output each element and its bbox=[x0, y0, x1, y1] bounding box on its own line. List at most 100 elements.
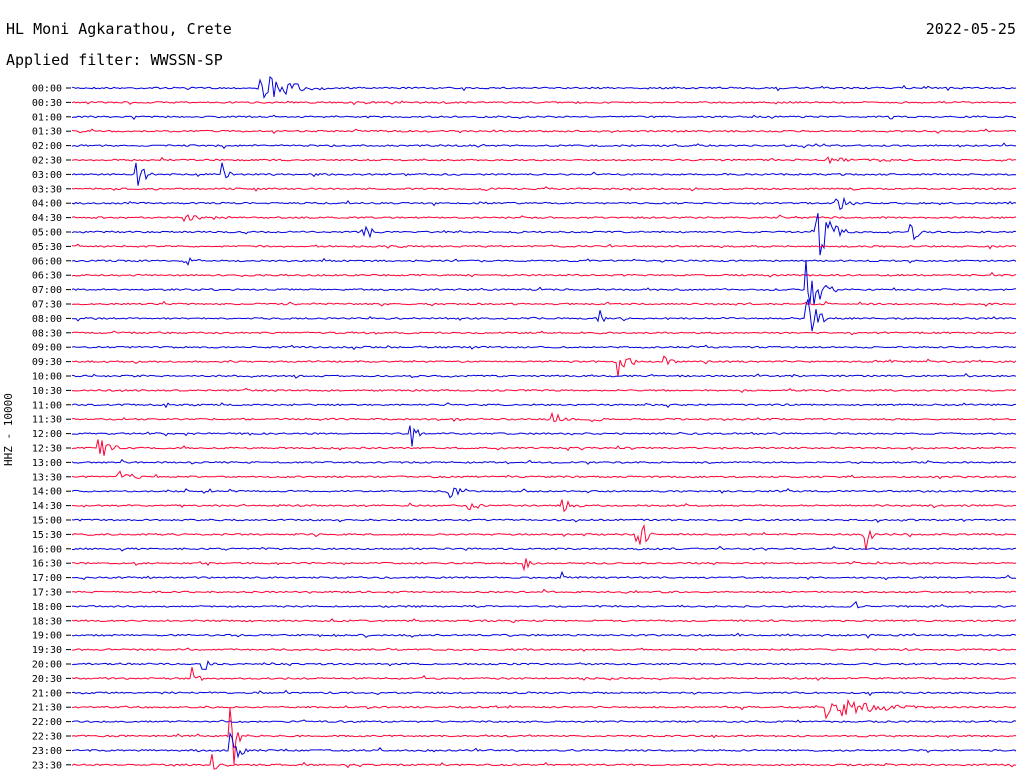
tick-label: 15:00 bbox=[32, 516, 62, 527]
tick-label: 23:30 bbox=[32, 760, 62, 771]
trace-line bbox=[71, 411, 1017, 423]
trace-line bbox=[71, 330, 1017, 336]
tick-label: 16:30 bbox=[32, 559, 62, 570]
date-label: 2022-05-25 bbox=[925, 20, 1016, 38]
trace-line bbox=[71, 523, 1017, 550]
trace-line bbox=[71, 142, 1017, 150]
tick-label: 14:30 bbox=[32, 501, 62, 512]
tick-label: 00:00 bbox=[32, 84, 62, 95]
tick-label: 01:30 bbox=[32, 127, 62, 138]
tick-label: 16:00 bbox=[32, 544, 62, 555]
trace-line bbox=[71, 243, 1017, 250]
tick-label: 01:00 bbox=[32, 112, 62, 123]
tick-label: 07:30 bbox=[32, 300, 62, 311]
tick-label: 20:00 bbox=[32, 660, 62, 671]
trace-line bbox=[71, 545, 1017, 552]
tick-label: 13:30 bbox=[32, 472, 62, 483]
tick-label: 06:30 bbox=[32, 271, 62, 282]
tick-label: 09:30 bbox=[32, 357, 62, 368]
tick-label: 04:00 bbox=[32, 199, 62, 210]
trace-line bbox=[71, 259, 1016, 305]
trace-line bbox=[71, 439, 1017, 456]
trace-line bbox=[71, 487, 1017, 499]
trace-line bbox=[71, 186, 1017, 192]
tick-label: 22:30 bbox=[32, 732, 62, 743]
tick-label: 00:30 bbox=[32, 98, 62, 109]
tick-label: 05:00 bbox=[32, 228, 62, 239]
trace-line bbox=[71, 731, 1017, 759]
trace-line bbox=[71, 299, 1017, 332]
tick-label: 13:00 bbox=[32, 458, 62, 469]
tick-label: 17:00 bbox=[32, 573, 62, 584]
trace-line bbox=[71, 632, 1017, 639]
trace-line bbox=[71, 470, 1017, 480]
trace-line bbox=[71, 600, 1017, 609]
tick-label: 03:30 bbox=[32, 184, 62, 195]
tick-label: 02:00 bbox=[32, 141, 62, 152]
trace-line bbox=[71, 588, 1017, 595]
tick-label: 07:00 bbox=[32, 285, 62, 296]
trace-line bbox=[71, 570, 1017, 581]
trace-line bbox=[71, 647, 1017, 652]
trace-line bbox=[71, 355, 1017, 377]
tick-label: 18:00 bbox=[32, 602, 62, 613]
trace-line bbox=[71, 689, 1017, 697]
trace-line bbox=[71, 667, 1016, 682]
trace-line bbox=[71, 344, 1017, 351]
tick-label: 02:30 bbox=[32, 156, 62, 167]
trace-line bbox=[71, 719, 1017, 724]
trace-line bbox=[71, 698, 1017, 720]
tick-label: 04:30 bbox=[32, 213, 62, 224]
tick-label: 23:00 bbox=[32, 746, 62, 757]
trace-line bbox=[71, 114, 1016, 121]
tick-label: 22:00 bbox=[32, 717, 62, 728]
tick-label: 15:30 bbox=[32, 530, 62, 541]
trace-line bbox=[71, 162, 1017, 186]
trace-line bbox=[71, 76, 1017, 100]
tick-label: 21:30 bbox=[32, 703, 62, 714]
trace-line bbox=[71, 387, 1017, 393]
tick-label: 11:30 bbox=[32, 415, 62, 426]
tick-label: 12:30 bbox=[32, 444, 62, 455]
tick-label: 14:00 bbox=[32, 487, 62, 498]
station-title: HL Moni Agkarathou, Crete bbox=[6, 20, 232, 38]
tick-label: 11:00 bbox=[32, 400, 62, 411]
trace-line bbox=[71, 458, 1017, 465]
tick-label: 09:00 bbox=[32, 343, 62, 354]
trace-line bbox=[71, 708, 1017, 765]
trace-line bbox=[71, 660, 1017, 670]
trace-line bbox=[71, 518, 1017, 523]
trace-line bbox=[71, 754, 1017, 770]
trace-line bbox=[71, 300, 1017, 307]
trace-line bbox=[71, 618, 1017, 624]
trace-line bbox=[71, 271, 1017, 278]
trace-line bbox=[71, 256, 1017, 266]
tick-label: 20:30 bbox=[32, 674, 62, 685]
tick-label: 17:30 bbox=[32, 588, 62, 599]
trace-line bbox=[71, 499, 1017, 513]
trace-line bbox=[71, 372, 1017, 379]
tick-label: 05:30 bbox=[32, 242, 62, 253]
tick-label: 10:00 bbox=[32, 372, 62, 383]
tick-label: 03:00 bbox=[32, 170, 62, 181]
tick-label: 19:00 bbox=[32, 631, 62, 642]
tick-label: 10:30 bbox=[32, 386, 62, 397]
filter-label: Applied filter: WWSSN-SP bbox=[6, 51, 223, 69]
trace-line bbox=[71, 214, 1017, 223]
trace-line bbox=[71, 212, 1017, 256]
trace-line bbox=[71, 128, 1017, 135]
tick-label: 08:00 bbox=[32, 314, 62, 325]
tick-label: 12:00 bbox=[32, 429, 62, 440]
tick-label: 21:00 bbox=[32, 688, 62, 699]
tick-label: 19:30 bbox=[32, 645, 62, 656]
trace-line bbox=[71, 156, 1017, 165]
trace-line bbox=[71, 402, 1017, 409]
tick-label: 06:00 bbox=[32, 256, 62, 267]
trace-line bbox=[71, 196, 1017, 211]
tick-label: 08:30 bbox=[32, 328, 62, 339]
trace-line bbox=[71, 558, 1017, 572]
tick-label: 18:30 bbox=[32, 616, 62, 627]
trace-line bbox=[71, 100, 1017, 106]
trace-line bbox=[71, 425, 1017, 447]
